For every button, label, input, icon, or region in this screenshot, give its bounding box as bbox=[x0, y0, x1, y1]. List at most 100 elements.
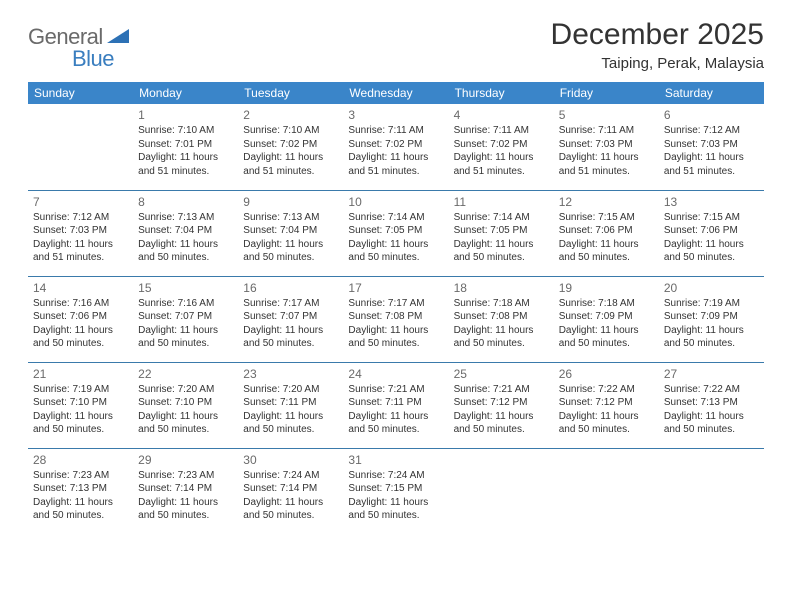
title-block: December 2025 Taiping, Perak, Malaysia bbox=[551, 18, 764, 72]
daylight-text: Daylight: 11 hours and 51 minutes. bbox=[664, 151, 759, 178]
sunset-text: Sunset: 7:02 PM bbox=[348, 138, 443, 152]
calendar-day-cell: 20Sunrise: 7:19 AMSunset: 7:09 PMDayligh… bbox=[659, 276, 764, 362]
calendar-day-cell: 22Sunrise: 7:20 AMSunset: 7:10 PMDayligh… bbox=[133, 362, 238, 448]
sunrise-text: Sunrise: 7:24 AM bbox=[348, 469, 443, 483]
sunset-text: Sunset: 7:09 PM bbox=[559, 310, 654, 324]
calendar-week-row: 28Sunrise: 7:23 AMSunset: 7:13 PMDayligh… bbox=[28, 448, 764, 534]
day-number: 9 bbox=[243, 194, 338, 210]
daylight-text: Daylight: 11 hours and 50 minutes. bbox=[138, 324, 233, 351]
sunset-text: Sunset: 7:03 PM bbox=[664, 138, 759, 152]
sunset-text: Sunset: 7:02 PM bbox=[454, 138, 549, 152]
calendar-day-cell: 18Sunrise: 7:18 AMSunset: 7:08 PMDayligh… bbox=[449, 276, 554, 362]
calendar-week-row: 7Sunrise: 7:12 AMSunset: 7:03 PMDaylight… bbox=[28, 190, 764, 276]
daylight-text: Daylight: 11 hours and 50 minutes. bbox=[243, 410, 338, 437]
calendar-day-cell: 3Sunrise: 7:11 AMSunset: 7:02 PMDaylight… bbox=[343, 104, 448, 190]
sunrise-text: Sunrise: 7:16 AM bbox=[138, 297, 233, 311]
day-number: 13 bbox=[664, 194, 759, 210]
daylight-text: Daylight: 11 hours and 51 minutes. bbox=[33, 238, 128, 265]
daylight-text: Daylight: 11 hours and 50 minutes. bbox=[664, 324, 759, 351]
sunrise-text: Sunrise: 7:17 AM bbox=[243, 297, 338, 311]
daylight-text: Daylight: 11 hours and 50 minutes. bbox=[348, 324, 443, 351]
weekday-header: Wednesday bbox=[343, 82, 448, 104]
calendar-day-cell: 23Sunrise: 7:20 AMSunset: 7:11 PMDayligh… bbox=[238, 362, 343, 448]
calendar-page: General December 2025 Taiping, Perak, Ma… bbox=[0, 0, 792, 544]
sunset-text: Sunset: 7:11 PM bbox=[243, 396, 338, 410]
calendar-day-cell: 10Sunrise: 7:14 AMSunset: 7:05 PMDayligh… bbox=[343, 190, 448, 276]
sunrise-text: Sunrise: 7:20 AM bbox=[138, 383, 233, 397]
sunset-text: Sunset: 7:04 PM bbox=[138, 224, 233, 238]
sunset-text: Sunset: 7:02 PM bbox=[243, 138, 338, 152]
calendar-day-cell: 17Sunrise: 7:17 AMSunset: 7:08 PMDayligh… bbox=[343, 276, 448, 362]
sunset-text: Sunset: 7:07 PM bbox=[138, 310, 233, 324]
daylight-text: Daylight: 11 hours and 50 minutes. bbox=[33, 324, 128, 351]
calendar-day-cell: 28Sunrise: 7:23 AMSunset: 7:13 PMDayligh… bbox=[28, 448, 133, 534]
sunset-text: Sunset: 7:07 PM bbox=[243, 310, 338, 324]
calendar-day-cell: 25Sunrise: 7:21 AMSunset: 7:12 PMDayligh… bbox=[449, 362, 554, 448]
day-number: 24 bbox=[348, 366, 443, 382]
day-number: 3 bbox=[348, 107, 443, 123]
sunrise-text: Sunrise: 7:12 AM bbox=[33, 211, 128, 225]
day-number: 22 bbox=[138, 366, 233, 382]
day-number: 4 bbox=[454, 107, 549, 123]
sunrise-text: Sunrise: 7:22 AM bbox=[664, 383, 759, 397]
day-number: 27 bbox=[664, 366, 759, 382]
daylight-text: Daylight: 11 hours and 50 minutes. bbox=[138, 496, 233, 523]
sunset-text: Sunset: 7:10 PM bbox=[138, 396, 233, 410]
day-number: 20 bbox=[664, 280, 759, 296]
sunset-text: Sunset: 7:11 PM bbox=[348, 396, 443, 410]
day-number: 7 bbox=[33, 194, 128, 210]
weekday-header: Monday bbox=[133, 82, 238, 104]
sunrise-text: Sunrise: 7:21 AM bbox=[454, 383, 549, 397]
day-number: 17 bbox=[348, 280, 443, 296]
calendar-day-cell: 14Sunrise: 7:16 AMSunset: 7:06 PMDayligh… bbox=[28, 276, 133, 362]
calendar-day-cell bbox=[449, 448, 554, 534]
day-number: 2 bbox=[243, 107, 338, 123]
calendar-day-cell: 2Sunrise: 7:10 AMSunset: 7:02 PMDaylight… bbox=[238, 104, 343, 190]
sunrise-text: Sunrise: 7:14 AM bbox=[454, 211, 549, 225]
calendar-week-row: 1 Sunrise: 7:10 AM Sunset: 7:01 PM Daylight… bbox=[28, 104, 764, 190]
day-number: 26 bbox=[559, 366, 654, 382]
calendar-day-cell: 16Sunrise: 7:17 AMSunset: 7:07 PMDayligh… bbox=[238, 276, 343, 362]
sunset-text: Sunset: 7:13 PM bbox=[664, 396, 759, 410]
daylight-text: Daylight: 11 hours and 50 minutes. bbox=[138, 410, 233, 437]
day-number: 25 bbox=[454, 366, 549, 382]
daylight-text: Daylight: 11 hours and 50 minutes. bbox=[348, 410, 443, 437]
brand-text-blue: Blue bbox=[72, 46, 114, 71]
day-number: 14 bbox=[33, 280, 128, 296]
sunset-text: Sunset: 7:03 PM bbox=[559, 138, 654, 152]
day-number: 8 bbox=[138, 194, 233, 210]
sunset-text: Sunset: 7:06 PM bbox=[559, 224, 654, 238]
sunrise-text: Sunrise: 7:15 AM bbox=[664, 211, 759, 225]
weekday-header: Thursday bbox=[449, 82, 554, 104]
brand-blue-wrap: Blue bbox=[28, 46, 88, 72]
weekday-header: Saturday bbox=[659, 82, 764, 104]
sunset-text: Sunset: 7:01 PM bbox=[138, 138, 233, 152]
day-number: 18 bbox=[454, 280, 549, 296]
daylight-text: Daylight: 11 hours and 50 minutes. bbox=[454, 238, 549, 265]
sunrise-text: Sunrise: 7:17 AM bbox=[348, 297, 443, 311]
calendar-week-row: 14Sunrise: 7:16 AMSunset: 7:06 PMDayligh… bbox=[28, 276, 764, 362]
daylight-text: Daylight: 11 hours and 50 minutes. bbox=[664, 410, 759, 437]
sunrise-text: Sunrise: 7:10 AM bbox=[243, 124, 338, 138]
calendar-day-cell: 12Sunrise: 7:15 AMSunset: 7:06 PMDayligh… bbox=[554, 190, 659, 276]
daylight-text: Daylight: 11 hours and 51 minutes. bbox=[348, 151, 443, 178]
daylight-text: Daylight: 11 hours and 51 minutes. bbox=[559, 151, 654, 178]
calendar-day-cell: 13Sunrise: 7:15 AMSunset: 7:06 PMDayligh… bbox=[659, 190, 764, 276]
sunset-text: Sunset: 7:15 PM bbox=[348, 482, 443, 496]
sunrise-text: Sunrise: 7:16 AM bbox=[33, 297, 128, 311]
day-number: 31 bbox=[348, 452, 443, 468]
day-number: 1 bbox=[138, 107, 233, 123]
calendar-day-cell: 21Sunrise: 7:19 AMSunset: 7:10 PMDayligh… bbox=[28, 362, 133, 448]
sunset-text: Sunset: 7:03 PM bbox=[33, 224, 128, 238]
sunset-text: Sunset: 7:09 PM bbox=[664, 310, 759, 324]
sunrise-text: Sunrise: 7:18 AM bbox=[559, 297, 654, 311]
calendar-day-cell: 15Sunrise: 7:16 AMSunset: 7:07 PMDayligh… bbox=[133, 276, 238, 362]
sunset-text: Sunset: 7:08 PM bbox=[454, 310, 549, 324]
calendar-day-cell: 30Sunrise: 7:24 AMSunset: 7:14 PMDayligh… bbox=[238, 448, 343, 534]
sunset-text: Sunset: 7:10 PM bbox=[33, 396, 128, 410]
day-number: 16 bbox=[243, 280, 338, 296]
calendar-day-cell bbox=[659, 448, 764, 534]
sunrise-text: Sunrise: 7:14 AM bbox=[348, 211, 443, 225]
sunrise-text: Sunrise: 7:13 AM bbox=[138, 211, 233, 225]
daylight-text: Daylight: 11 hours and 50 minutes. bbox=[138, 238, 233, 265]
